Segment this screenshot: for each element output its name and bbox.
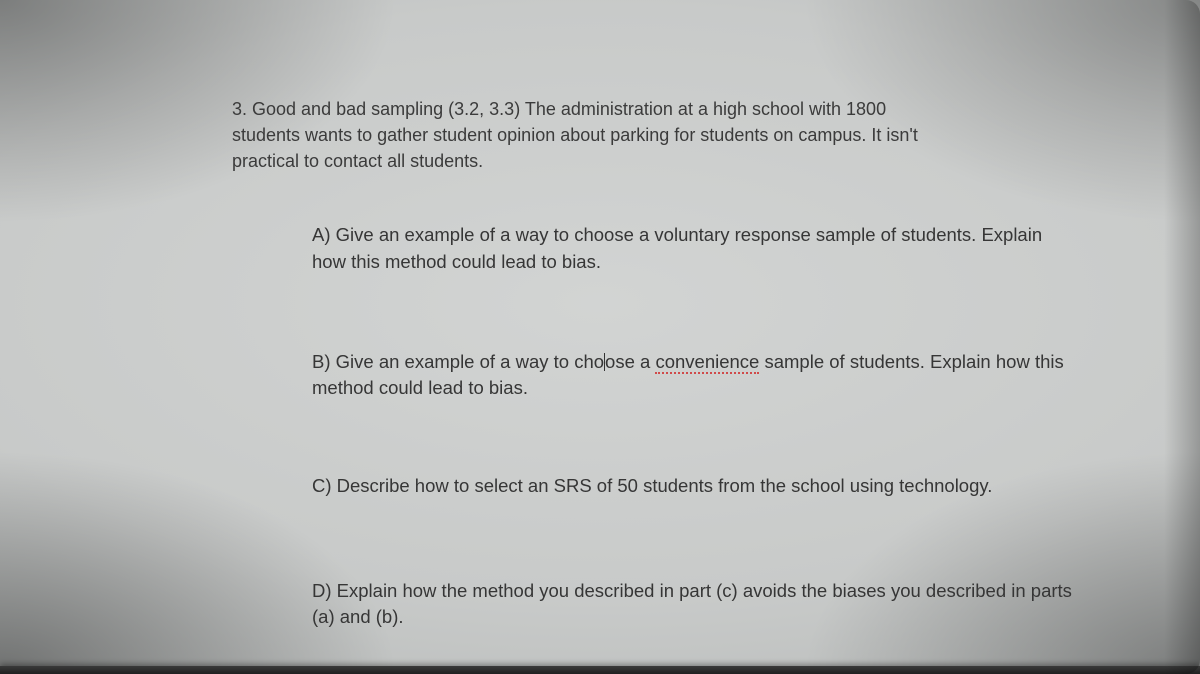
document-page: 3. Good and bad sampling (3.2, 3.3) The …: [0, 0, 1200, 674]
question-part-a: A) Give an example of a way to choose a …: [312, 222, 1077, 275]
question-intro: 3. Good and bad sampling (3.2, 3.3) The …: [232, 96, 932, 174]
spellcheck-word[interactable]: convenience: [655, 351, 759, 374]
window-bottom-bar: [0, 666, 1200, 674]
question-part-c: C) Describe how to select an SRS of 50 s…: [312, 473, 1077, 499]
part-b-text-pre: B) Give an example of a way to cho: [312, 351, 604, 372]
question-part-d: D) Explain how the method you described …: [312, 578, 1077, 631]
question-part-b[interactable]: B) Give an example of a way to choose a …: [312, 349, 1077, 402]
part-b-text-mid: ose a: [605, 351, 655, 372]
